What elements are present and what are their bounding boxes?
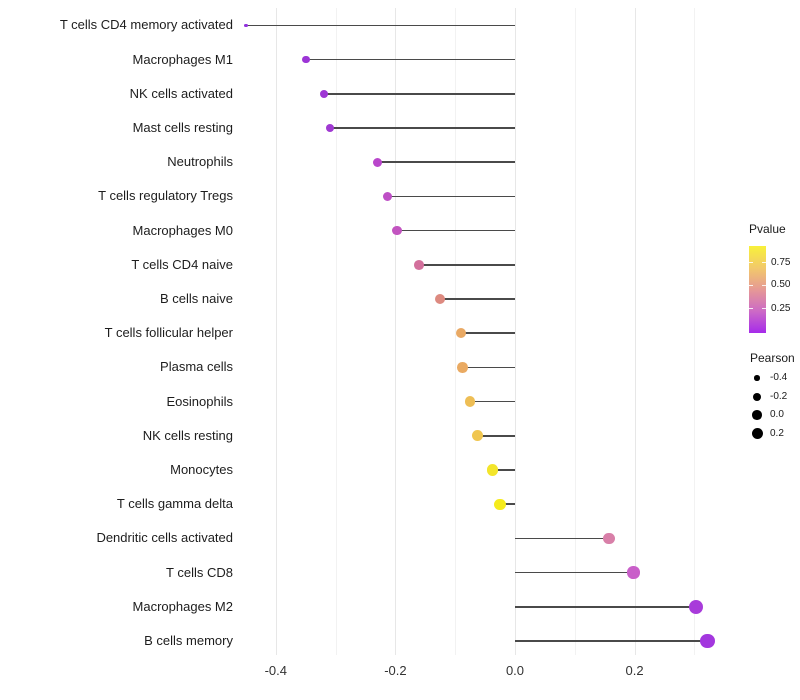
lollipop-dot: [472, 430, 484, 442]
category-label: Macrophages M1: [132, 51, 233, 67]
major-gridline: [634, 8, 636, 655]
lollipop-dot: [487, 464, 499, 476]
pearson-legend-dot: [753, 392, 761, 401]
x-tick-label: -0.4: [264, 663, 287, 678]
lollipop-segment: [492, 469, 515, 471]
colorbar-tick-mark: [749, 308, 753, 310]
lollipop-segment: [470, 400, 515, 403]
lollipop-segment: [515, 640, 708, 642]
major-gridline: [275, 8, 277, 655]
lollipop-dot: [689, 599, 704, 614]
pvalue-legend-title: Pvalue: [749, 222, 786, 236]
lollipop-dot: [494, 498, 506, 510]
major-gridline: [395, 8, 397, 655]
lollipop-dot: [435, 294, 446, 304]
category-label: NK cells resting: [142, 427, 233, 443]
category-label: Dendritic cells activated: [96, 530, 233, 546]
lollipop-dot: [372, 157, 382, 167]
lollipop-dot: [627, 566, 640, 579]
pvalue-colorbar: [749, 246, 766, 333]
lollipop-dot: [392, 225, 402, 236]
category-label: Plasma cells: [160, 359, 233, 375]
category-label: T cells follicular helper: [104, 325, 233, 341]
x-tick-label: 0.0: [505, 663, 525, 678]
pearson-legend-label: -0.4: [770, 372, 788, 383]
category-label: T cells regulatory Tregs: [98, 188, 233, 204]
plot-panel: [240, 8, 725, 655]
lollipop-dot: [602, 532, 615, 545]
colorbar-tick-mark: [749, 284, 753, 286]
lollipop-segment: [440, 298, 515, 300]
lollipop-segment: [323, 92, 515, 95]
colorbar-tick-mark: [762, 308, 766, 310]
minor-gridline: [455, 8, 457, 655]
colorbar-tick-mark: [762, 262, 766, 263]
lollipop-segment: [329, 127, 515, 129]
colorbar-tick-label: 0.75: [771, 256, 791, 268]
lollipop-segment: [305, 58, 515, 61]
category-label: T cells CD4 memory activated: [59, 17, 233, 33]
pearson-legend-label: -0.2: [770, 390, 788, 402]
category-label: Monocytes: [170, 462, 233, 477]
lollipop-dot: [464, 396, 476, 407]
lollipop-segment: [477, 434, 515, 437]
colorbar-tick-label: 0.50: [771, 279, 791, 291]
lollipop-dot: [414, 259, 425, 270]
lollipop-dot: [700, 633, 715, 649]
pearson-legend-dot: [752, 410, 762, 420]
lollipop-segment: [377, 161, 515, 164]
minor-gridline: [694, 8, 696, 655]
lollipop-dot: [244, 23, 248, 28]
lollipop-segment: [462, 366, 515, 369]
pearson-legend-dot: [754, 375, 760, 381]
category-label: Macrophages M0: [132, 222, 233, 238]
category-label: Macrophages M2: [132, 598, 233, 614]
minor-gridline: [574, 8, 576, 655]
lollipop-dot: [325, 123, 334, 133]
lollipop-segment: [515, 537, 609, 540]
lollipop-segment: [245, 24, 515, 27]
category-label: Eosinophils: [166, 393, 234, 409]
pearson-legend-dot: [751, 428, 763, 439]
major-gridline: [515, 8, 516, 655]
category-label: B cells naive: [160, 291, 233, 306]
pearson-legend-label: 0.2: [770, 427, 784, 439]
lollipop-segment: [461, 332, 515, 335]
pearson-legend-title: Pearson: [750, 351, 795, 365]
x-tick-label: -0.2: [384, 663, 407, 678]
colorbar-tick-label: 0.25: [771, 302, 791, 314]
lollipop-segment: [500, 503, 515, 506]
lollipop-segment: [515, 571, 634, 574]
category-label: Neutrophils: [167, 154, 233, 170]
lollipop-segment: [515, 605, 697, 608]
x-tick-label: 0.2: [625, 663, 644, 678]
category-label: B cells memory: [144, 633, 233, 648]
lollipop-dot: [457, 362, 468, 373]
category-label: T cells CD4 naive: [131, 256, 233, 272]
lollipop-segment: [397, 229, 515, 232]
colorbar-tick-mark: [762, 284, 766, 286]
colorbar-tick-mark: [749, 262, 753, 263]
pearson-legend-label: 0.0: [770, 409, 784, 420]
lollipop-dot: [383, 191, 393, 201]
lollipop-segment: [387, 195, 515, 198]
category-label: T cells gamma delta: [116, 496, 233, 512]
minor-gridline: [335, 8, 337, 655]
category-label: T cells CD8: [166, 564, 233, 580]
lollipop-dot: [455, 328, 467, 339]
lollipop-dot: [319, 89, 328, 98]
lollipop-dot: [301, 55, 310, 64]
lollipop-segment: [419, 263, 515, 266]
category-label: NK cells activated: [129, 85, 233, 101]
category-label: Mast cells resting: [132, 120, 233, 135]
